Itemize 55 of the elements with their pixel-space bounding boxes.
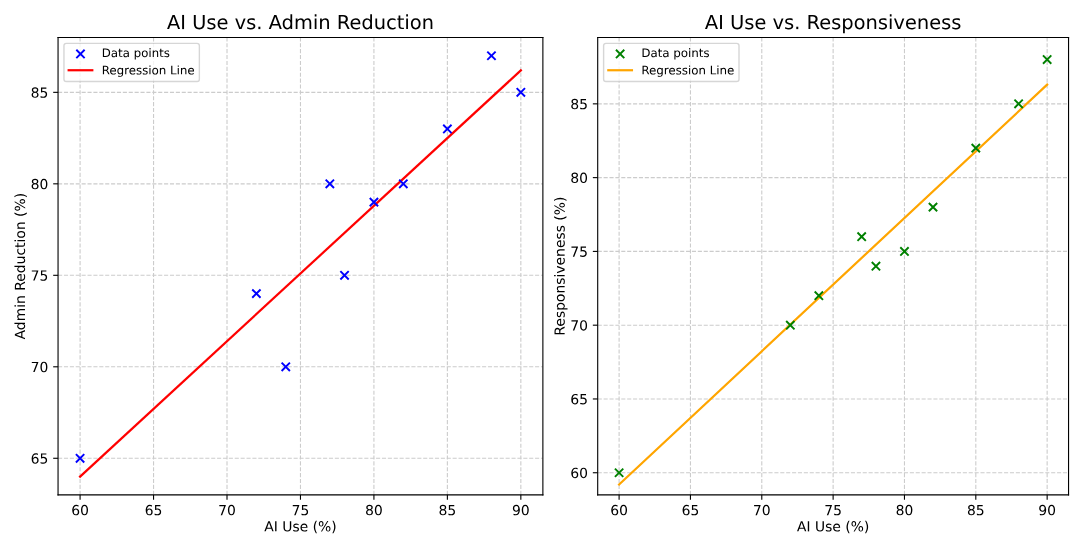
- point: [324, 178, 335, 189]
- point: [1042, 54, 1053, 65]
- point: [1013, 98, 1024, 109]
- x-tick-label: 90: [1039, 504, 1056, 516]
- chart-title: AI Use vs. Admin Reduction: [167, 14, 433, 30]
- legend-label: Regression Line: [102, 65, 195, 77]
- legend-label: Regression Line: [642, 65, 734, 77]
- chart-title: AI Use vs. Responsiveness: [705, 14, 961, 34]
- x-axis-title: AI Use (%): [797, 520, 869, 534]
- y-axis-title: Responsiveness (%): [554, 197, 568, 335]
- point: [251, 288, 262, 299]
- x-tick-label: 60: [72, 504, 88, 516]
- y-tick-label: 85: [571, 98, 587, 110]
- y-tick-label: 75: [571, 246, 587, 257]
- y-tick-label: 75: [31, 270, 48, 281]
- x-tick-label: 90: [512, 504, 529, 516]
- y-tick-label: 80: [31, 178, 48, 190]
- point: [856, 231, 867, 242]
- x-tick-label: 75: [825, 505, 841, 516]
- point: [870, 261, 882, 272]
- x-tick-label: 70: [754, 504, 770, 516]
- y-tick-label: 65: [571, 393, 587, 405]
- point: [785, 320, 796, 331]
- y-tick-label: 65: [31, 453, 48, 464]
- x-tick-label: 80: [896, 504, 913, 516]
- point: [398, 178, 409, 189]
- point: [486, 50, 497, 61]
- point: [339, 270, 350, 281]
- point: [368, 196, 380, 208]
- point: [970, 142, 981, 154]
- x-tick-label: 60: [611, 504, 628, 516]
- x-tick-label: 65: [682, 504, 699, 516]
- y-axis-title: Admin Reduction (%): [14, 194, 27, 340]
- point: [813, 290, 824, 301]
- x-axis-title: AI Use (%): [264, 520, 336, 534]
- x-tick-label: 70: [219, 504, 235, 516]
- y-tick-label: 70: [31, 361, 48, 373]
- y-tick-label: 70: [571, 320, 588, 331]
- y-tick-label: 60: [571, 467, 588, 479]
- legend-label: Data points: [102, 48, 170, 60]
- point: [515, 87, 526, 98]
- legend-label: Data points: [642, 48, 709, 60]
- x-tick-label: 75: [292, 505, 309, 516]
- x-tick-label: 65: [145, 504, 162, 516]
- x-tick-label: 80: [366, 504, 382, 516]
- point: [899, 246, 910, 257]
- y-tick-label: 80: [571, 172, 588, 184]
- y-tick-label: 85: [31, 87, 48, 98]
- x-tick-label: 85: [967, 504, 984, 516]
- point: [613, 467, 625, 478]
- point: [927, 202, 939, 213]
- point: [280, 361, 291, 372]
- point: [442, 123, 453, 135]
- point: [74, 453, 86, 464]
- x-tick-label: 85: [439, 504, 455, 516]
